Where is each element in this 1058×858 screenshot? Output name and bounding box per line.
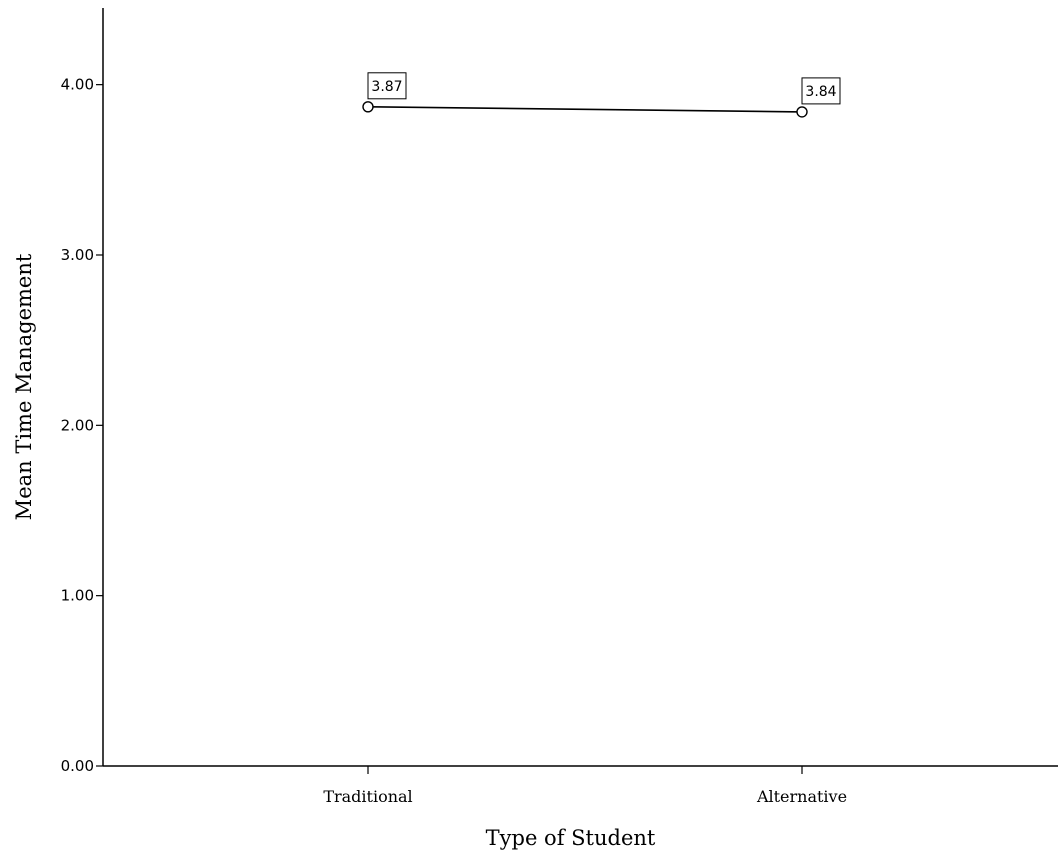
data-label: 3.84 xyxy=(805,84,836,100)
series-line xyxy=(367,105,803,113)
x-tick-label: Traditional xyxy=(323,787,412,806)
y-tick-label: 4.00 xyxy=(61,76,94,94)
y-axis-ticks: 0.00 1.00 2.00 3.00 4.00 xyxy=(61,76,103,775)
data-label: 3.87 xyxy=(371,79,402,95)
y-tick-label: 3.00 xyxy=(61,246,94,264)
x-axis-ticks: Traditional Alternative xyxy=(323,766,847,806)
data-label-box xyxy=(801,77,841,105)
data-label-box xyxy=(367,72,407,100)
y-axis-title: Mean Time Management xyxy=(12,253,36,520)
x-tick-label: Alternative xyxy=(756,787,847,806)
x-axis-title: Type of Student xyxy=(486,826,656,850)
y-tick-label: 2.00 xyxy=(61,416,94,434)
data-labels: 3.87 3.84 xyxy=(367,72,841,105)
y-tick-label: 0.00 xyxy=(61,757,94,775)
data-point-marker xyxy=(796,106,808,118)
series-group xyxy=(362,101,808,118)
data-point-marker xyxy=(362,101,374,113)
axes xyxy=(102,8,1058,767)
y-tick-label: 1.00 xyxy=(61,587,94,605)
